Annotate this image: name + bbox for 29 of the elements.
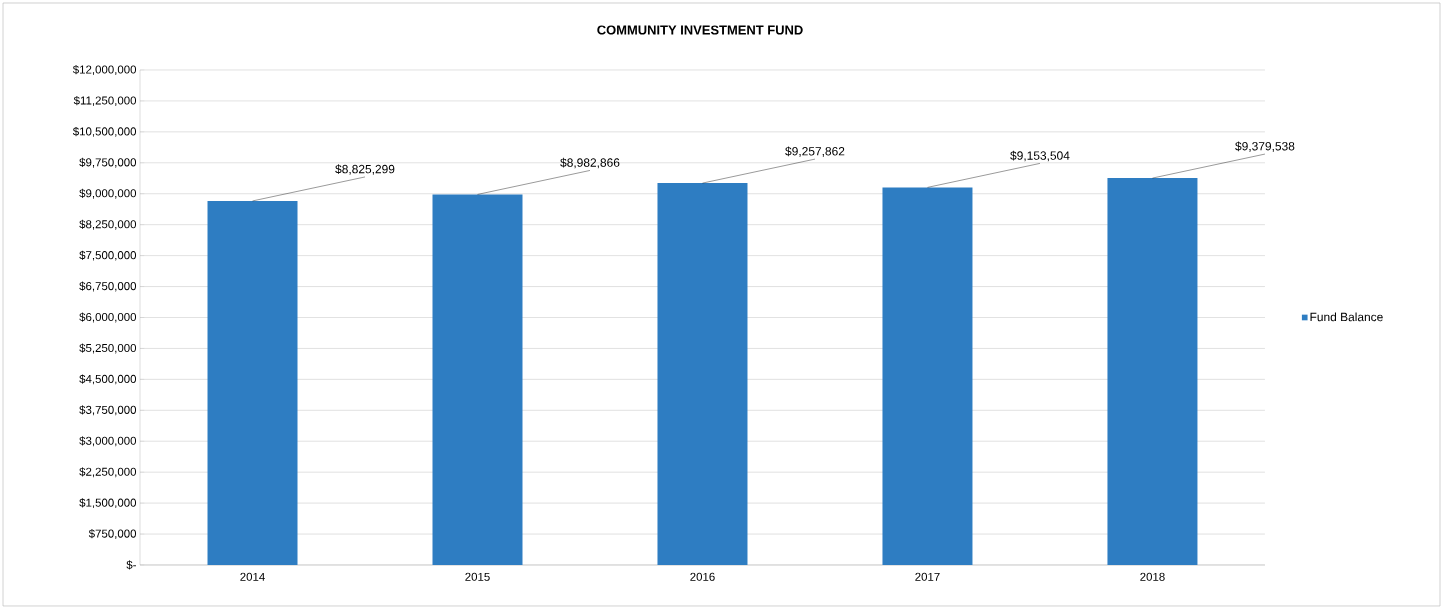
y-tick-label: $11,250,000 <box>73 95 137 106</box>
y-tick-label: $12,000,000 <box>72 65 137 75</box>
y-tick-label: $9,000,000 <box>79 188 137 199</box>
y-tick-label: $3,000,000 <box>79 436 137 447</box>
x-tick-label: 2016 <box>690 572 715 581</box>
y-tick-label: $9,750,000 <box>79 157 137 168</box>
data-label: $8,982,866 <box>560 157 620 169</box>
y-tick-label: $2,250,000 <box>79 467 137 478</box>
data-label: $8,825,299 <box>335 164 395 175</box>
y-tick-label: $4,500,000 <box>79 374 137 385</box>
x-tick-label: 2018 <box>1140 572 1165 581</box>
y-tick-label: $1,500,000 <box>79 498 137 509</box>
data-label: $9,257,862 <box>785 146 845 157</box>
x-tick-label: 2014 <box>240 572 265 581</box>
y-tick-label: $3,750,000 <box>79 405 137 416</box>
data-label: $9,153,504 <box>1010 150 1070 162</box>
y-tick-label: $6,000,000 <box>79 312 137 323</box>
y-tick-label: $5,250,000 <box>79 343 137 354</box>
y-tick-label: $7,500,000 <box>79 250 137 261</box>
x-tick-label: 2017 <box>915 572 940 581</box>
y-tick-label: $750,000 <box>88 529 137 540</box>
y-tick-label: $6,750,000 <box>79 281 137 292</box>
chart-title: COMMUNITY INVESTMENT FUND <box>597 25 803 35</box>
legend-label: Fund Balance <box>1310 312 1383 322</box>
x-tick-label: 2015 <box>465 572 490 581</box>
y-tick-label: $10,500,000 <box>72 126 137 137</box>
data-label: $9,379,538 <box>1235 141 1295 152</box>
y-tick-label: $8,250,000 <box>79 219 137 230</box>
y-tick-label: $- <box>126 560 136 570</box>
